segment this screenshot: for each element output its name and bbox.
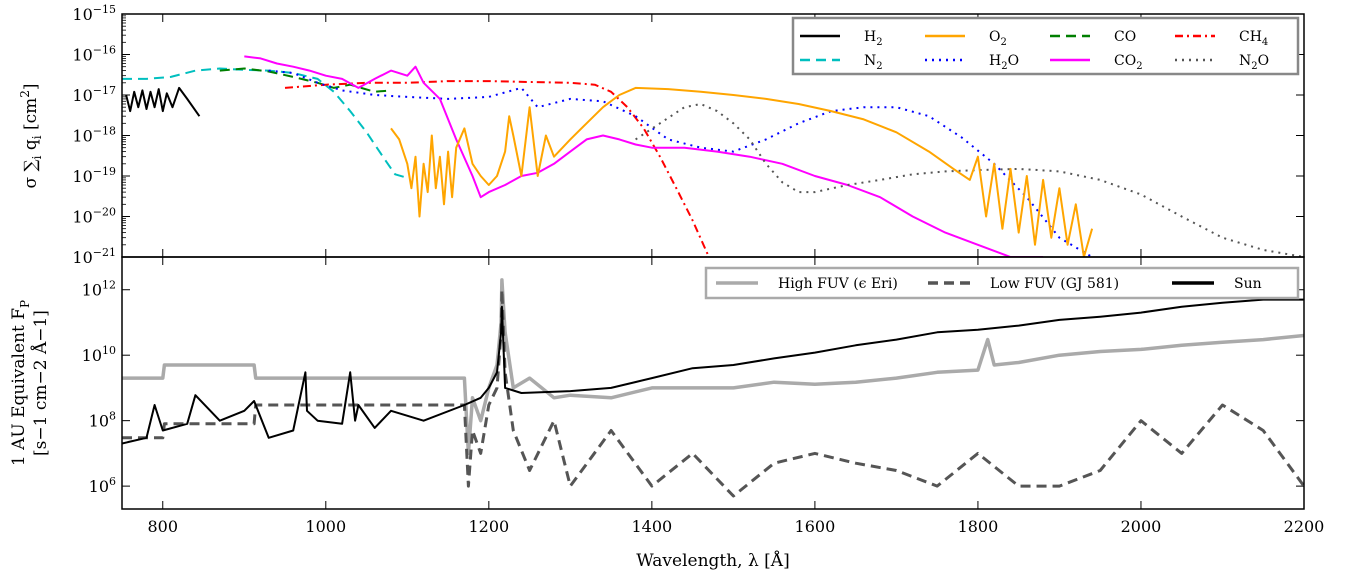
top-panel: 10−21 10−20 10−19 10−18 10−17 10−16 10−15 H2 O2… [18,3,1305,267]
bottom-panel: 106 108 1010 1012 800 1000 1200 1400 1600 1800 200… [9,256,1325,571]
top-series-co2 [244,55,1044,257]
bottom-y-tick-label: 106 [89,475,116,496]
top-y-axis-label: σ ∑i qi [cm2] [18,83,44,188]
bottom-ticks: 106 108 1010 1012 800 1000 1200 1400 1600 1800 200… [82,257,1325,536]
bottom-legend-label: Low FUV (GJ 581) [990,276,1119,292]
top-series-group [122,55,1304,257]
top-legend-label: N2O [1239,53,1269,72]
bottom-x-tick-label: 800 [147,517,178,536]
top-y-tick-label: 10−18 [72,125,116,146]
top-legend-box [791,16,1300,76]
top-y-ticks: 10−21 10−20 10−19 10−18 10−17 10−16 10−15 [72,3,1305,267]
bottom-x-tick-label: 2200 [1284,517,1325,536]
top-y-tick-label: 10−19 [72,165,116,186]
top-legend-label: CO2 [1114,53,1143,72]
top-y-tick-label: 10−15 [72,3,116,24]
top-y-tick-label: 10−21 [72,246,116,267]
top-series-h2o [268,69,1093,257]
bottom-y-axis-label-line1: 1 AU Equivalent FP [9,300,32,466]
top-series-ch4 [284,80,710,257]
bottom-series-low-fuv-gj-581- [122,288,1304,498]
top-y-tick-label: 10−16 [72,44,116,65]
bottom-y-tick-label: 108 [89,410,116,431]
top-series-h2 [125,86,201,117]
bottom-x-tick-label: 1800 [958,517,999,536]
bottom-y-axis-label-line2: [s−1 cm−2 Å−1] [30,310,51,456]
bottom-y-tick-label: 1010 [82,344,116,365]
bottom-legend-label: Sun [1234,276,1262,292]
top-legend: H2 O2 CO CH4 N2 H2O CO2 N2O [791,16,1300,76]
top-legend-label: H2O [989,53,1019,72]
top-y-tick-label: 10−17 [72,84,116,105]
top-series-o2 [390,86,1094,257]
bottom-series-sun [122,298,1304,445]
bottom-series-group [122,278,1304,498]
bottom-y-tick-label: 1012 [82,279,116,300]
x-axis-label: Wavelength, λ [Å] [636,550,789,571]
top-legend-label: O2 [989,29,1007,48]
bottom-x-tick-label: 1400 [632,517,673,536]
top-legend-label: N2 [864,53,883,72]
top-y-tick-label: 10−20 [72,206,116,227]
top-legend-label: CH4 [1239,29,1268,48]
bottom-plot-frame [121,256,1305,510]
bottom-legend-label: High FUV (ϵ Eri) [778,276,898,292]
top-series-n2 [122,67,408,179]
bottom-series-high-fuv-eri- [122,278,1304,456]
top-legend-label: H2 [864,29,883,48]
bottom-x-tick-label: 2000 [1121,517,1162,536]
bottom-x-tick-label: 1200 [468,517,509,536]
bottom-x-tick-label: 1000 [305,517,346,536]
bottom-legend: High FUV (ϵ Eri) Low FUV (GJ 581) Sun [704,266,1300,300]
top-series-co [219,67,392,93]
bottom-x-tick-label: 1600 [795,517,836,536]
top-legend-label: CO [1114,29,1136,45]
